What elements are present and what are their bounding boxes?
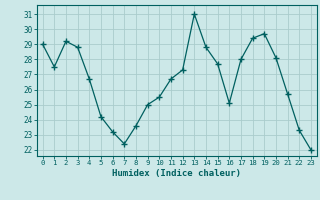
X-axis label: Humidex (Indice chaleur): Humidex (Indice chaleur) bbox=[112, 169, 241, 178]
